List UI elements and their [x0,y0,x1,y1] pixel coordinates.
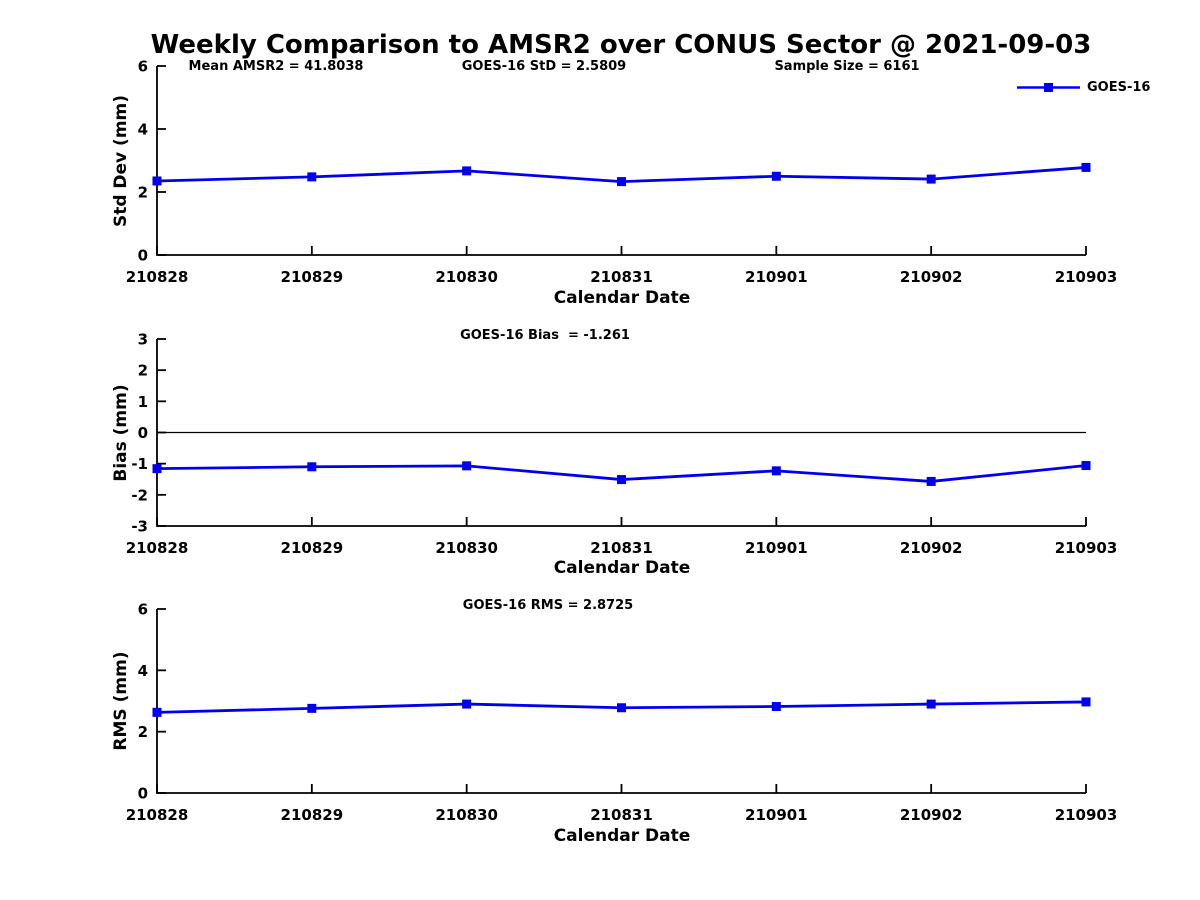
data-point-marker [617,475,626,485]
y-tick-label: 3 [138,331,148,349]
legend-marker [1044,83,1053,92]
x-tick-label: 210903 [1055,268,1118,286]
data-point-marker [926,699,936,709]
y-tick-label: 1 [138,393,148,411]
annotation-goes16-std: GOES-16 StD = 2.5809 [461,59,627,74]
y-tick-label: -2 [131,486,148,504]
y-axis-title-bias: Bias (mm) [111,384,132,482]
annotation-goes16-rms: GOES-16 RMS = 2.8725 [462,598,634,613]
data-point-marker [1081,461,1091,471]
x-tick-label: 210829 [281,539,344,557]
data-point-marker [771,171,781,181]
x-tick-label: 210903 [1055,539,1118,557]
x-axis-title-top: Calendar Date [553,288,691,308]
x-tick-label: 210828 [126,539,189,557]
x-tick-label: 210829 [281,268,344,286]
y-tick-label: 6 [138,58,148,76]
x-axis-title-middle: Calendar Date [553,558,691,578]
chart-bias: 3 2 1 0 -1 -2 -3 210828 210829 210830 210831 210901… [126,331,1118,558]
data-point-marker [307,172,317,182]
y-tick-label: 4 [138,121,148,139]
y-tick-label: 2 [138,362,148,380]
x-tick-label: 210830 [435,806,498,824]
y-axis-title-std-dev: Std Dev (mm) [111,94,132,228]
data-point-marker [462,166,472,176]
data-point-marker [771,466,781,476]
y-tick-label: 2 [138,184,148,202]
legend-sample [1017,83,1080,92]
x-tick-label: 210831 [590,268,653,286]
x-tick-label: 210901 [745,806,808,824]
data-point-marker [307,703,317,713]
x-tick-label: 210901 [745,268,808,286]
y-axis-title-rms: RMS (mm) [111,651,132,751]
data-point-marker [307,462,317,472]
annotation-sample-size: Sample Size = 6161 [774,59,920,74]
axes-frame [156,66,1086,256]
x-tick-label: 210902 [900,268,963,286]
data-point-marker [1081,162,1091,172]
data-point-marker [771,702,781,712]
annotation-goes16-bias: GOES-16 Bias = -1.261 [460,328,630,343]
chart-std-dev: 0 2 4 6 210828 210829 210830 210831 210901 210902… [126,58,1118,287]
chart-rms: 0 2 4 6 210828 210829 210830 210831 210901 210902… [126,601,1118,825]
y-tick-label: -1 [131,455,148,473]
data-point-marker [462,699,472,709]
y-tick-label: -3 [131,518,148,536]
y-tick-label: 4 [138,662,148,680]
data-point-marker [152,707,162,717]
x-tick-label: 210901 [745,539,808,557]
data-point-marker [462,461,472,471]
data-point-marker [617,703,626,713]
annotation-mean-amsr2: Mean AMSR2 = 41.8038 [188,59,364,74]
figure-title: Weekly Comparison to AMSR2 over CONUS Se… [150,30,1092,60]
x-axis-title-bottom: Calendar Date [553,826,691,846]
y-tick-label: 0 [138,785,148,803]
y-tick-label: 6 [138,601,148,619]
x-tick-label: 210829 [281,806,344,824]
data-point-marker [152,176,162,186]
data-point-marker [617,177,626,187]
x-tick-label: 210831 [590,539,653,557]
y-tick-label: 0 [138,424,148,442]
x-tick-label: 210830 [435,539,498,557]
x-tick-label: 210902 [900,806,963,824]
data-point-marker [152,464,162,474]
data-point-marker [926,476,936,486]
data-point-marker [926,174,936,184]
x-tick-label: 210828 [126,806,189,824]
x-tick-label: 210830 [435,268,498,286]
x-tick-label: 210831 [590,806,653,824]
y-tick-label: 0 [138,247,148,265]
axes-frame [156,609,1086,794]
legend-label-goes16: GOES-16 [1087,80,1151,95]
x-tick-label: 210902 [900,539,963,557]
data-point-marker [1081,697,1091,707]
x-tick-label: 210828 [126,268,189,286]
y-tick-label: 2 [138,723,148,741]
x-tick-label: 210903 [1055,806,1118,824]
